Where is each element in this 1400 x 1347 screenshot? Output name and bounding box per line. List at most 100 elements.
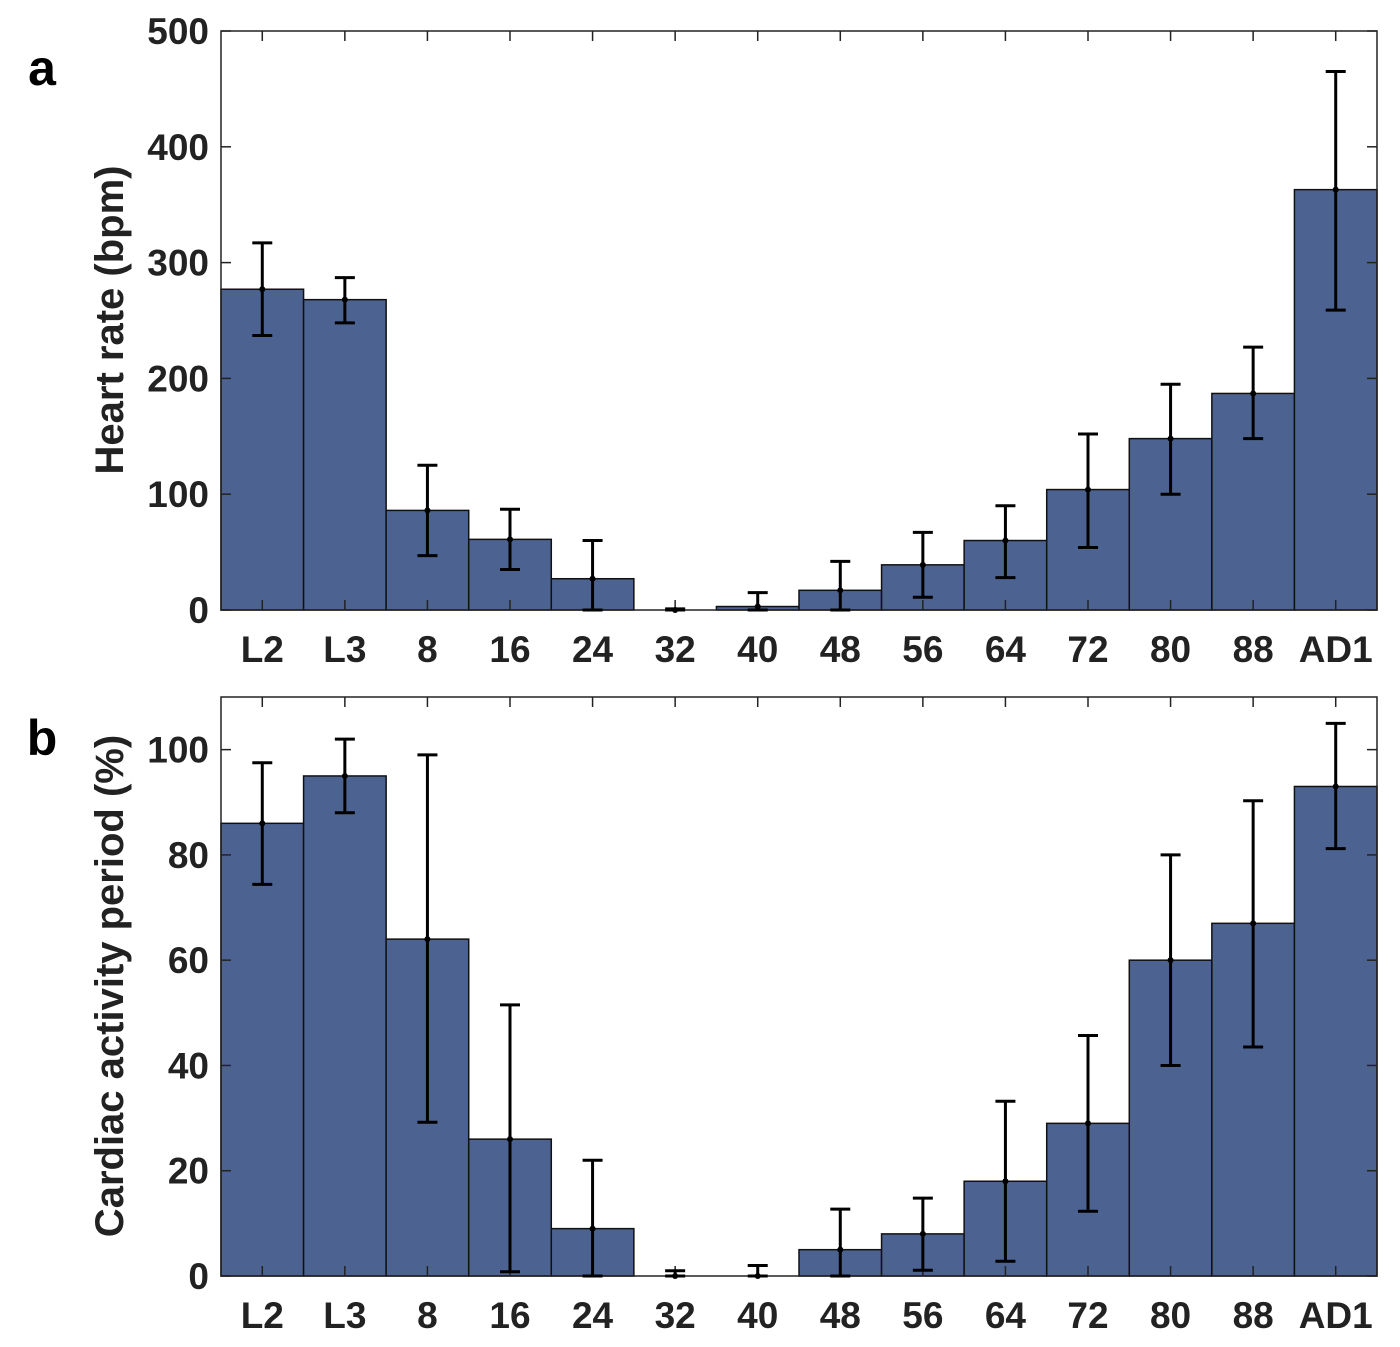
mean-marker [1250, 390, 1257, 397]
error-bar [334, 737, 355, 815]
bar [1293, 785, 1378, 1277]
x-tick-label: L2 [241, 629, 284, 670]
mean-marker [341, 772, 348, 779]
error-bar [252, 241, 273, 338]
error-bar [582, 539, 603, 612]
x-tick-label: 80 [1150, 1295, 1191, 1336]
x-tick-label: 48 [820, 1295, 861, 1336]
error-bar [747, 1263, 768, 1279]
mean-marker [259, 286, 266, 293]
error-bar [1243, 799, 1264, 1049]
bar [302, 298, 387, 611]
mean-marker [672, 607, 679, 613]
x-tick-label: 64 [985, 629, 1027, 670]
error-bar [1160, 853, 1181, 1067]
x-tick-label: 24 [572, 1295, 614, 1336]
x-tick-label: AD1 [1299, 629, 1373, 670]
x-tick-label: 72 [1067, 1295, 1108, 1336]
axes-box [220, 30, 1378, 611]
mean-marker [754, 603, 761, 610]
error-bar [830, 1207, 851, 1278]
y-tick-label: 80 [168, 835, 209, 876]
error-bar [995, 1099, 1016, 1263]
x-tick-label: 32 [655, 629, 696, 670]
x-tick-label: 88 [1233, 1295, 1274, 1336]
mean-marker [1085, 486, 1091, 493]
x-tick-label: 48 [820, 629, 861, 670]
x-tick-label: AD1 [1299, 1295, 1373, 1336]
x-tick-label: L3 [323, 629, 366, 670]
error-bar [1325, 70, 1346, 312]
mean-marker [589, 1225, 596, 1232]
mean-marker [1332, 783, 1339, 790]
x-tick-label: 32 [655, 1295, 696, 1336]
y-tick-label: 400 [147, 127, 209, 168]
mean-marker [1002, 1178, 1009, 1185]
mean-marker [919, 1230, 926, 1237]
x-tick-label: 40 [737, 1295, 778, 1336]
mean-marker [1250, 920, 1257, 927]
error-bar [665, 607, 686, 613]
x-tick-label: 88 [1233, 629, 1274, 670]
y-tick-label: 100 [147, 474, 209, 515]
error-bar [500, 507, 520, 571]
panel-label: a [28, 40, 57, 96]
mean-marker [1002, 537, 1009, 544]
y-tick-label: 0 [188, 1256, 209, 1297]
y-tick-label: 40 [168, 1045, 209, 1086]
mean-marker [1167, 435, 1174, 442]
mean-marker [919, 561, 926, 568]
mean-marker [754, 1273, 761, 1279]
error-bar [582, 1158, 603, 1278]
x-tick-label: 64 [985, 1295, 1027, 1336]
error-bar [1160, 382, 1181, 496]
x-tick-label: 8 [417, 1295, 438, 1336]
mean-marker [259, 820, 266, 827]
x-tick-label: 24 [572, 629, 614, 670]
bar [302, 775, 387, 1277]
mean-marker [672, 1273, 679, 1279]
x-tick-label: 16 [489, 629, 530, 670]
error-bar [830, 559, 851, 612]
error-bar [1243, 345, 1264, 441]
x-tick-label: 16 [489, 1295, 530, 1336]
y-tick-label: 20 [168, 1151, 209, 1192]
x-tick-label: 72 [1067, 629, 1108, 670]
y-tick-label: 100 [147, 730, 209, 771]
mean-marker [837, 1246, 844, 1253]
error-bar [747, 591, 768, 612]
y-tick-label: 0 [188, 590, 209, 631]
error-bar [912, 1196, 933, 1272]
chart-panel-a: a L2 L3 8 16 24 32 40 48 56 64 72 80 88 AD1 0 100 200 300 4… [28, 11, 1378, 670]
x-tick-label: L3 [323, 1295, 366, 1336]
mean-marker [507, 536, 513, 543]
mean-marker [589, 575, 596, 582]
error-bar [1078, 432, 1098, 549]
mean-marker [1332, 186, 1339, 193]
mean-marker [1167, 957, 1174, 964]
x-tick-label: L2 [241, 1295, 284, 1336]
error-bar [995, 504, 1016, 580]
error-bar [252, 761, 273, 886]
x-tick-label: 56 [902, 629, 943, 670]
axes-box [220, 696, 1378, 1277]
y-axis-label: Cardiac activity period (%) [88, 735, 132, 1237]
mean-marker [424, 507, 431, 514]
x-tick-label: 80 [1150, 629, 1191, 670]
error-bar [912, 530, 933, 599]
y-tick-label: 300 [147, 243, 209, 284]
y-tick-label: 200 [147, 358, 209, 399]
y-tick-label: 60 [168, 940, 209, 981]
mean-marker [507, 1136, 513, 1143]
error-bar [1078, 1033, 1098, 1213]
y-tick-label: 500 [147, 11, 209, 52]
error-bar [665, 1269, 686, 1279]
mean-marker [1085, 1120, 1091, 1127]
error-bar [334, 276, 355, 325]
y-axis-label: Heart rate (bpm) [88, 166, 132, 475]
mean-marker [341, 296, 348, 303]
bar [220, 288, 305, 611]
error-bar [417, 753, 438, 1124]
x-tick-label: 8 [417, 629, 438, 670]
